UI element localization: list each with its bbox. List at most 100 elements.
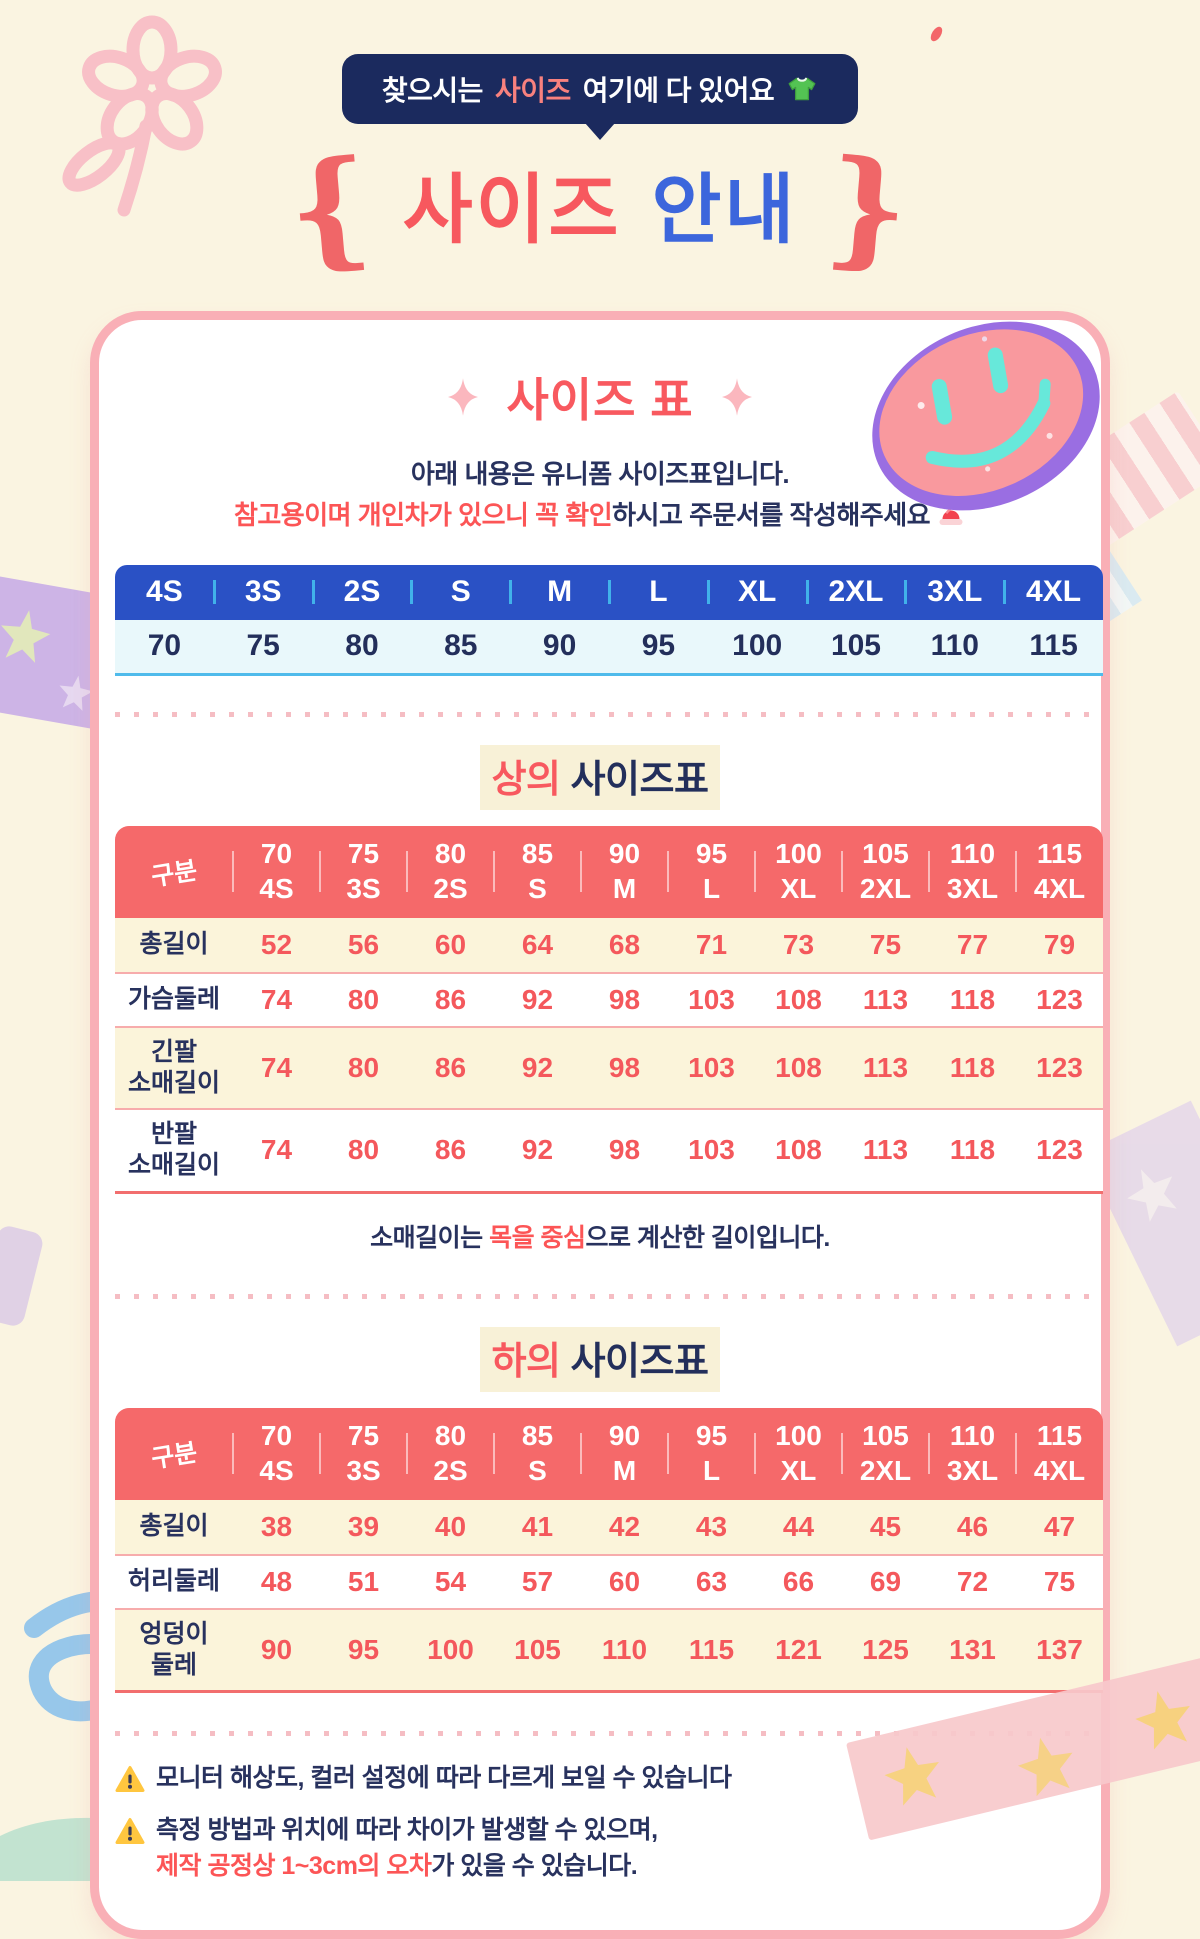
measurement-value-cell: 108	[775, 1051, 822, 1083]
size-number-cell: 90	[542, 629, 577, 663]
measurement-value-cell: 92	[521, 983, 554, 1015]
column-size-number: 80	[434, 1420, 467, 1452]
column-size-number: 105	[862, 838, 909, 870]
sleeve-note-pre: 소매길이는	[370, 1223, 490, 1252]
row-label: 긴팔 소매길이	[127, 1037, 220, 1097]
measurement-value-cell: 80	[347, 983, 380, 1015]
warning-text-1: 모니터 해상도, 컬러 설정에 따라 다르게 보일 수 있습니다	[156, 1764, 732, 1793]
size-column-header: 85 S	[493, 837, 581, 905]
column-size-code: 4S	[259, 1454, 294, 1486]
measurement-value-cell: 131	[949, 1633, 996, 1665]
measurement-value-cell: 75	[1043, 1565, 1076, 1597]
column-size-number: 85	[521, 1420, 554, 1452]
size-number-cell: 110	[930, 629, 979, 663]
page-title-blue: 안내	[651, 167, 798, 253]
column-size-number: 115	[1036, 838, 1083, 870]
corner-label: 구분	[149, 1438, 200, 1473]
measurement-value-cell: 38	[260, 1510, 293, 1542]
description-line-2-navy: 하시고 주문서를 작성해주세요	[612, 500, 931, 531]
column-size-number: 105	[862, 1420, 909, 1452]
measurement-value-cell: 74	[260, 983, 293, 1015]
measurement-value-cell: 56	[347, 928, 380, 960]
measurement-value-cell: 100	[427, 1633, 474, 1665]
measurement-value-cell: 125	[862, 1633, 909, 1665]
description-line-1: 아래 내용은 유니폼 사이즈표입니다.	[410, 459, 790, 490]
measurement-value-cell: 110	[601, 1633, 648, 1665]
table-row: 총길이 52 56 60 64 68 71 73 75 77 79	[115, 917, 1103, 972]
column-size-number: 100	[775, 1420, 822, 1452]
banner-pill: 찾으시는 사이즈 여기에 다 있어요	[341, 54, 859, 124]
crayon-brace-right: }	[821, 130, 918, 286]
heading-navy: 사이즈표	[570, 758, 709, 801]
top-table-heading: 상의 사이즈표	[115, 744, 1085, 810]
siren-icon	[939, 500, 963, 526]
row-label: 엉덩이 둘레	[139, 1619, 209, 1679]
measurement-value-cell: 48	[260, 1565, 293, 1597]
column-size-number: 110	[949, 1420, 996, 1452]
column-size-code: 4S	[259, 872, 294, 904]
heading-red: 하의	[491, 1340, 561, 1383]
page-title-red: 사이즈	[402, 167, 622, 253]
banner-text-pre: 찾으시는	[381, 75, 484, 106]
column-size-number: 90	[608, 1420, 641, 1452]
size-code-cell: M	[509, 575, 609, 609]
measurement-value-cell: 95	[347, 1633, 380, 1665]
row-label: 가슴둘레	[127, 984, 220, 1013]
heading-chip: 상의 사이즈표	[479, 744, 721, 810]
measurement-value-cell: 40	[434, 1510, 467, 1542]
measurement-value-cell: 72	[956, 1565, 989, 1597]
measurement-value-cell: 68	[608, 928, 641, 960]
column-size-code: 3XL	[946, 1454, 999, 1486]
size-guide-card: 사이즈 표 아래 내용은 유니폼 사이즈표입니다. 참고용이며 개인차가 있으니…	[90, 311, 1110, 1939]
row-label: 총길이	[139, 929, 209, 958]
description-line-2-red: 참고용이며 개인차가 있으니 꼭 확인	[233, 500, 613, 531]
measurement-value-cell: 51	[347, 1565, 380, 1597]
measurement-value-cell: 79	[1043, 928, 1076, 960]
measurement-value-cell: 52	[260, 928, 293, 960]
size-code-cell: 2XL	[805, 575, 906, 609]
measurement-value-cell: 69	[869, 1565, 902, 1597]
column-size-code: 2XL	[859, 1454, 912, 1486]
row-label: 허리둘레	[127, 1566, 220, 1595]
measurement-value-cell: 86	[434, 1051, 467, 1083]
measurement-value-cell: 74	[260, 1051, 293, 1083]
size-code-cell: 3S	[212, 575, 313, 609]
measurement-value-cell: 92	[521, 1134, 554, 1166]
corner-label: 구분	[149, 856, 200, 891]
column-size-number: 100	[775, 838, 822, 870]
column-size-code: 3S	[346, 872, 381, 904]
sleeve-note: 소매길이는 목을 중심으로 계산한 길이입니다.	[115, 1218, 1085, 1254]
warning-row-1: 모니터 해상도, 컬러 설정에 따라 다르게 보일 수 있습니다	[115, 1760, 1087, 1796]
card-title-text: 사이즈 표	[506, 374, 694, 427]
size-column-header: 105 2XL	[841, 837, 929, 905]
top-size-table-body: 총길이 52 56 60 64 68 71 73 75 77 79 가슴둘레 74 80 86 92 98 103…	[115, 917, 1103, 1194]
size-code-cell: 4XL	[1003, 575, 1103, 609]
measurement-value-cell: 113	[862, 1134, 909, 1166]
column-size-code: 2S	[433, 872, 468, 904]
column-size-code: XL	[780, 872, 817, 904]
column-size-code: 4XL	[1033, 1454, 1086, 1486]
column-size-code: 2XL	[859, 872, 912, 904]
size-column-header: 105 2XL	[841, 1419, 929, 1487]
measurement-value-cell: 92	[521, 1051, 554, 1083]
measurement-value-cell: 71	[695, 928, 728, 960]
column-size-number: 95	[695, 1420, 728, 1452]
size-column-header: 95 L	[667, 837, 755, 905]
table-row: 반팔 소매길이 74 80 86 92 98 103 108 113 118 123	[115, 1108, 1103, 1194]
measurement-value-cell: 123	[1036, 1134, 1083, 1166]
size-number-cell: 70	[147, 629, 182, 663]
sleeve-note-red: 목을 중심	[489, 1223, 586, 1252]
uniform-size-strip-values: 70 75 80 85 90 95 100 105 110 115	[115, 619, 1103, 676]
measurement-value-cell: 74	[260, 1134, 293, 1166]
column-size-number: 115	[1036, 1420, 1083, 1452]
column-size-code: XL	[780, 1454, 817, 1486]
size-column-header: 85 S	[493, 1419, 581, 1487]
size-column-header: 80 2S	[406, 837, 494, 905]
size-number-cell: 100	[732, 629, 783, 663]
size-column-header: 95 L	[667, 1419, 755, 1487]
dotted-divider	[115, 1293, 1099, 1299]
measurement-value-cell: 115	[688, 1633, 735, 1665]
column-size-code: S	[528, 872, 547, 904]
measurement-value-cell: 108	[775, 1134, 822, 1166]
table-row: 허리둘레 48 51 54 57 60 63 66 69 72 75	[115, 1553, 1103, 1608]
